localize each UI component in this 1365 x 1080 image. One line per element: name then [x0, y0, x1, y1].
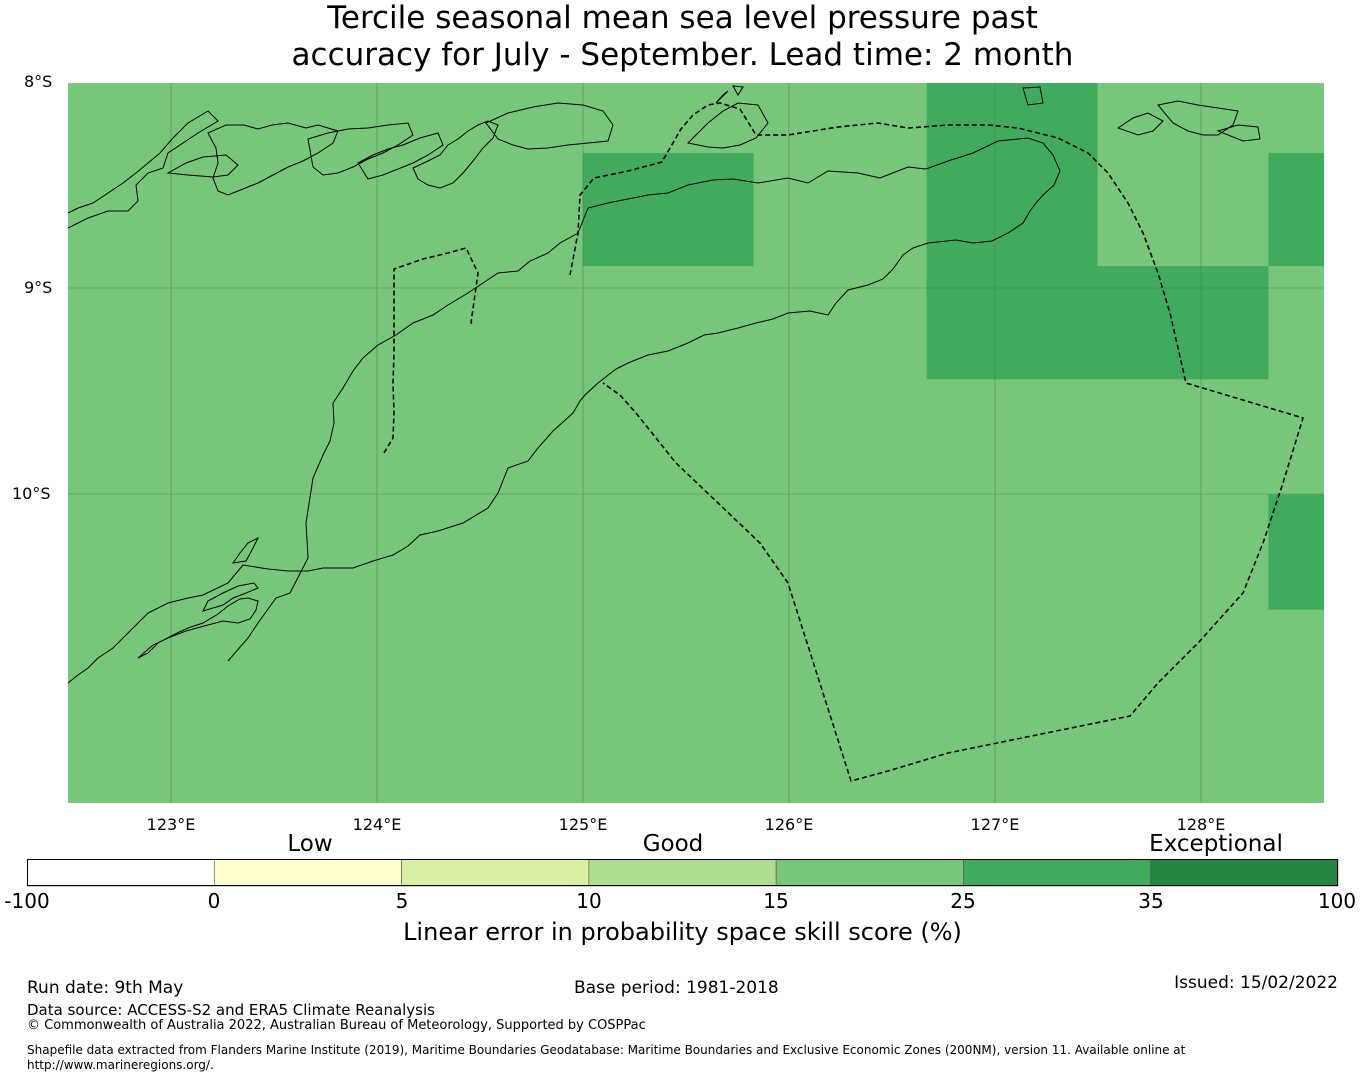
issued-date: Issued: 15/02/2022: [1174, 973, 1338, 993]
skill-cell-4: [1268, 494, 1324, 610]
colorbar-segment-4: [775, 859, 964, 887]
lon-label-128e: 128°E: [1176, 815, 1226, 834]
colorbar-segment-3: [588, 859, 777, 887]
colorbar-segment-2: [401, 859, 590, 887]
colorbar-tick: -100: [4, 889, 50, 913]
colorbar-tick: 100: [1317, 889, 1357, 913]
skill-cell-2: [926, 266, 1269, 380]
skill-score-map: [68, 83, 1324, 803]
graticule: [68, 83, 1324, 803]
colorbar-tick: 35: [1138, 889, 1164, 913]
run-date: Run date: 9th May: [27, 978, 184, 998]
skill-cell-0: [582, 152, 754, 267]
colorbar-tick: 0: [207, 889, 221, 913]
colorbar-tick: 15: [763, 889, 789, 913]
map-title-line2: accuracy for July - September. Lead time…: [291, 37, 1074, 73]
data-source: Data source: ACCESS-S2 and ERA5 Climate …: [27, 1001, 435, 1019]
lat-label-10s: 10°S: [12, 484, 51, 503]
colorbar-segment-1: [213, 859, 402, 887]
colorbar-tick: 25: [950, 889, 976, 913]
base-period: Base period: 1981-2018: [574, 978, 779, 998]
lon-label-125e: 125°E: [558, 815, 608, 834]
colorbar-tick: 10: [576, 889, 602, 913]
shapefile-credit-line2: http://www.marineregions.org/.: [27, 1058, 214, 1072]
map-title: Tercile seasonal mean sea level pressure…: [0, 0, 1365, 74]
colorbar-category-good: Good: [642, 831, 704, 857]
map-title-line1: Tercile seasonal mean sea level pressure…: [327, 0, 1038, 36]
coastlines: [68, 85, 1261, 684]
skill-cell-3: [1268, 152, 1324, 267]
colorbar-tick: 5: [395, 889, 409, 913]
lon-label-126e: 126°E: [764, 815, 814, 834]
lon-label-127e: 127°E: [970, 815, 1020, 834]
copyright: © Commonwealth of Australia 2022, Austra…: [27, 1018, 646, 1033]
colorbar-segment-0: [27, 859, 215, 887]
skill-cell-1: [926, 83, 1098, 267]
colorbar-label: Linear error in probability space skill …: [403, 918, 962, 946]
shapefile-credit-line1: Shapefile data extracted from Flanders M…: [27, 1043, 1186, 1057]
lon-label-124e: 124°E: [352, 815, 402, 834]
lon-label-123e: 123°E: [146, 815, 196, 834]
lat-label-9s: 9°S: [24, 278, 53, 297]
lat-label-8s: 8°S: [24, 72, 53, 91]
colorbar-segment-5: [963, 859, 1152, 887]
colorbar-category-exceptional: Exceptional: [1149, 831, 1283, 857]
colorbar: [27, 859, 1339, 887]
colorbar-segment-6: [1150, 859, 1339, 887]
colorbar-category-low: Low: [287, 831, 333, 857]
maritime-boundaries: [383, 102, 1305, 782]
